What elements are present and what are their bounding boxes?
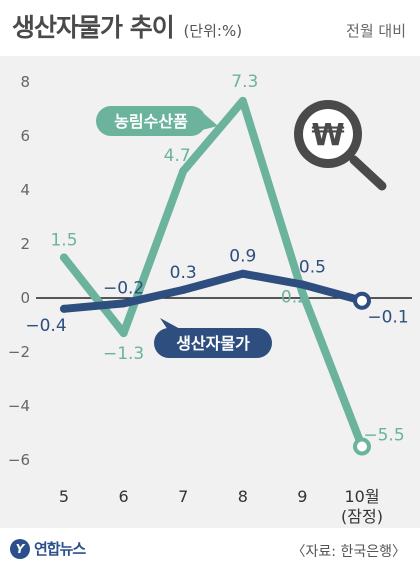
chart-panel: 8 6 4 2 0 −2 −4 −6 ₩ 5 6 7 8 9 10월 (잠정) 1.5 −1.3 4.7 7.3… xyxy=(0,56,420,528)
data-point xyxy=(238,269,247,278)
x-tick-label: 5 xyxy=(59,487,69,506)
legend-pointer xyxy=(202,112,218,130)
data-point xyxy=(179,285,188,294)
series-lines xyxy=(36,96,412,456)
x-tick-label: 7 xyxy=(178,487,188,506)
data-point xyxy=(179,167,188,176)
data-label: −1.3 xyxy=(103,344,144,364)
data-point xyxy=(298,280,307,289)
legend-pill-bg xyxy=(154,328,272,358)
data-point xyxy=(298,288,307,297)
logo-text: 연합뉴스 xyxy=(34,540,86,558)
legend-pill: 생산자물가 xyxy=(154,318,272,358)
data-labels: 1.5 −1.3 4.7 7.3 0.2 −5.5 −0.4 −0.2 0.3 0.9 0.5 −0.… xyxy=(25,72,408,446)
data-label: 0.2 xyxy=(281,288,308,308)
y-tick-label: 4 xyxy=(20,181,30,199)
y-tick-label: 2 xyxy=(20,235,30,253)
data-point xyxy=(119,299,128,308)
y-tick-label: 6 xyxy=(20,127,30,145)
legend-pill-bg xyxy=(96,106,206,136)
title-text: 생산자물가 추이 xyxy=(12,13,175,42)
y-tick-label: −2 xyxy=(8,343,30,361)
x-tick-label: 10월 xyxy=(344,487,379,506)
legend-pill: 농림수산품 xyxy=(96,106,218,136)
line-chart: 8 6 4 2 0 −2 −4 −6 ₩ 5 6 7 8 9 10월(잠정) 1.5 −1.3 4.7 7.3… xyxy=(8,72,412,526)
data-label: −0.4 xyxy=(25,316,66,336)
y-axis-ticks: 8 6 4 2 0 −2 −4 −6 xyxy=(8,73,30,469)
data-label: 4.7 xyxy=(164,146,191,166)
yonhap-logo: Y 연합뉴스 xyxy=(10,538,86,559)
series-line xyxy=(60,96,366,451)
data-label: −0.1 xyxy=(367,308,408,328)
y-tick-label: −6 xyxy=(8,451,30,469)
data-label: 0.9 xyxy=(229,247,256,267)
data-label: −0.2 xyxy=(103,278,144,298)
legend-label: 농림수산품 xyxy=(114,112,188,131)
data-point xyxy=(119,329,128,338)
y-tick-label: 0 xyxy=(20,289,30,307)
data-point xyxy=(60,253,68,262)
x-tick-label: 9 xyxy=(297,487,307,506)
won-magnifier-icon: ₩ xyxy=(294,100,387,191)
data-point xyxy=(60,304,68,313)
data-label: 7.3 xyxy=(231,72,258,92)
page-title: 생산자물가 추이 (단위:%) xyxy=(12,8,242,44)
x-axis-ticks: 5 6 7 8 9 10월(잠정) xyxy=(59,487,383,526)
data-point xyxy=(238,96,247,105)
svg-text:₩: ₩ xyxy=(311,118,344,153)
data-label: 0.5 xyxy=(299,258,326,278)
data-label: −5.5 xyxy=(363,426,404,446)
y-tick-label: −4 xyxy=(8,397,30,415)
series-line xyxy=(60,269,366,313)
x-tick-label: 8 xyxy=(238,487,248,506)
data-label: 1.5 xyxy=(50,231,77,251)
subtitle: 전월 대비 xyxy=(346,22,406,40)
y-tick-label: 8 xyxy=(20,73,30,91)
x-tick-label: 6 xyxy=(119,487,129,506)
legend-label: 생산자물가 xyxy=(176,334,250,353)
x-tick-label: (잠정) xyxy=(341,507,383,526)
legend-pointer xyxy=(160,318,182,330)
logo-mark-icon: Y xyxy=(10,538,30,559)
data-point xyxy=(353,291,371,310)
unit-label: (단위:%) xyxy=(183,22,243,40)
data-label: 0.3 xyxy=(170,263,197,283)
data-point xyxy=(353,437,371,456)
source-label: 〈자료: 한국은행〉 xyxy=(291,544,406,560)
